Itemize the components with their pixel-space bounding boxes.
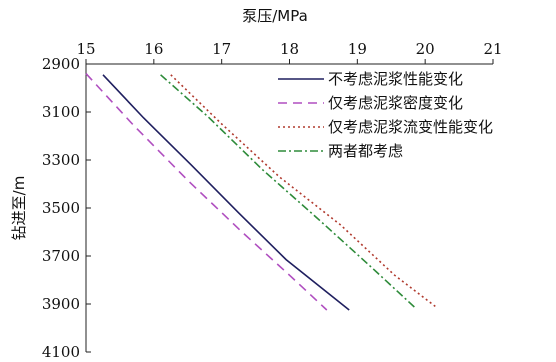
legend-label-3: 仅考虑泥浆流变性能变化 (328, 118, 493, 136)
x-tick-label: 15 (76, 40, 95, 58)
y-tick-label: 3900 (42, 295, 80, 313)
legend-label-2: 仅考虑泥浆密度变化 (328, 94, 463, 112)
y-ticks: 2900 3100 3300 3500 3700 3900 4100 (42, 55, 91, 361)
x-tick-label: 19 (348, 40, 367, 58)
x-tick-label: 21 (483, 40, 502, 58)
x-tick-label: 17 (212, 40, 231, 58)
x-ticks: 15 16 17 18 19 20 21 (76, 40, 503, 64)
series-line-1 (102, 74, 350, 311)
x-tick-label: 16 (144, 40, 163, 58)
legend-label-1: 不考虑泥浆性能变化 (328, 70, 463, 88)
y-tick-label: 3300 (42, 151, 80, 169)
y-tick-label: 2900 (42, 55, 80, 73)
y-tick-label: 3100 (42, 103, 80, 121)
y-tick-label: 4100 (42, 343, 80, 361)
y-tick-label: 3500 (42, 199, 80, 217)
legend-label-4: 两者都考虑 (328, 142, 403, 160)
x-axis-title: 泵压/MPa (242, 7, 308, 25)
series-line-2 (85, 73, 328, 311)
y-axis-title: 钻进至/m (10, 176, 28, 241)
x-tick-label: 18 (280, 40, 299, 58)
x-tick-label: 20 (416, 40, 435, 58)
series-layer (85, 73, 436, 311)
series-line-4 (160, 74, 416, 309)
y-tick-label: 3700 (42, 247, 80, 265)
